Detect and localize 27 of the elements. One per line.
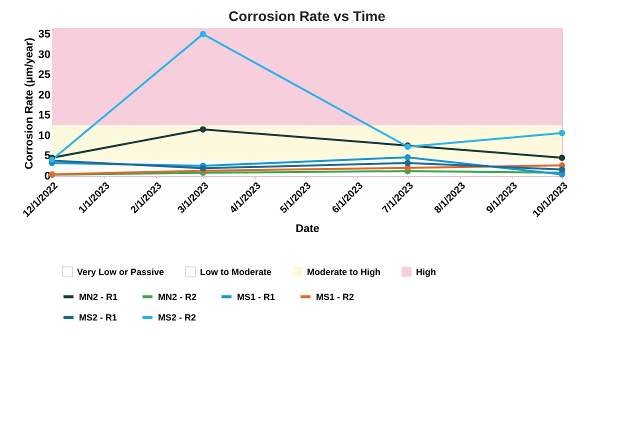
y-tick-label: 20 bbox=[38, 89, 50, 102]
y-tick-label: 10 bbox=[38, 130, 50, 142]
point bbox=[558, 154, 566, 161]
legend-label: MS2 - R1 bbox=[79, 312, 118, 322]
y-axis-title: Corrosion Rate (µm/year) bbox=[23, 37, 36, 170]
x-axis-title: Date bbox=[296, 223, 320, 236]
legend-label: Low to Moderate bbox=[200, 266, 272, 277]
point bbox=[200, 30, 206, 38]
point bbox=[404, 154, 411, 160]
legend-label: MN2 - R1 bbox=[79, 292, 118, 302]
y-tick-label: 25 bbox=[38, 69, 50, 82]
point bbox=[404, 160, 411, 166]
legend-label: MS1 - R1 bbox=[237, 292, 276, 302]
y-tick-label: 30 bbox=[38, 48, 50, 61]
point bbox=[200, 165, 206, 172]
legend-label: High bbox=[416, 266, 436, 277]
point bbox=[558, 130, 566, 136]
legend-label: MS1 - R2 bbox=[316, 292, 354, 302]
point bbox=[558, 166, 566, 173]
y-tick-label: 35 bbox=[38, 28, 50, 41]
legend-label: MN2 - R2 bbox=[158, 292, 197, 302]
legend-label: Very Low or Passive bbox=[77, 266, 164, 277]
legend-label: MS2 - R2 bbox=[158, 312, 196, 322]
chart-title: Corrosion Rate vs Time bbox=[228, 8, 386, 24]
y-tick-label: 15 bbox=[38, 110, 50, 122]
legend-label: Moderate to High bbox=[307, 266, 380, 277]
point bbox=[200, 126, 206, 133]
